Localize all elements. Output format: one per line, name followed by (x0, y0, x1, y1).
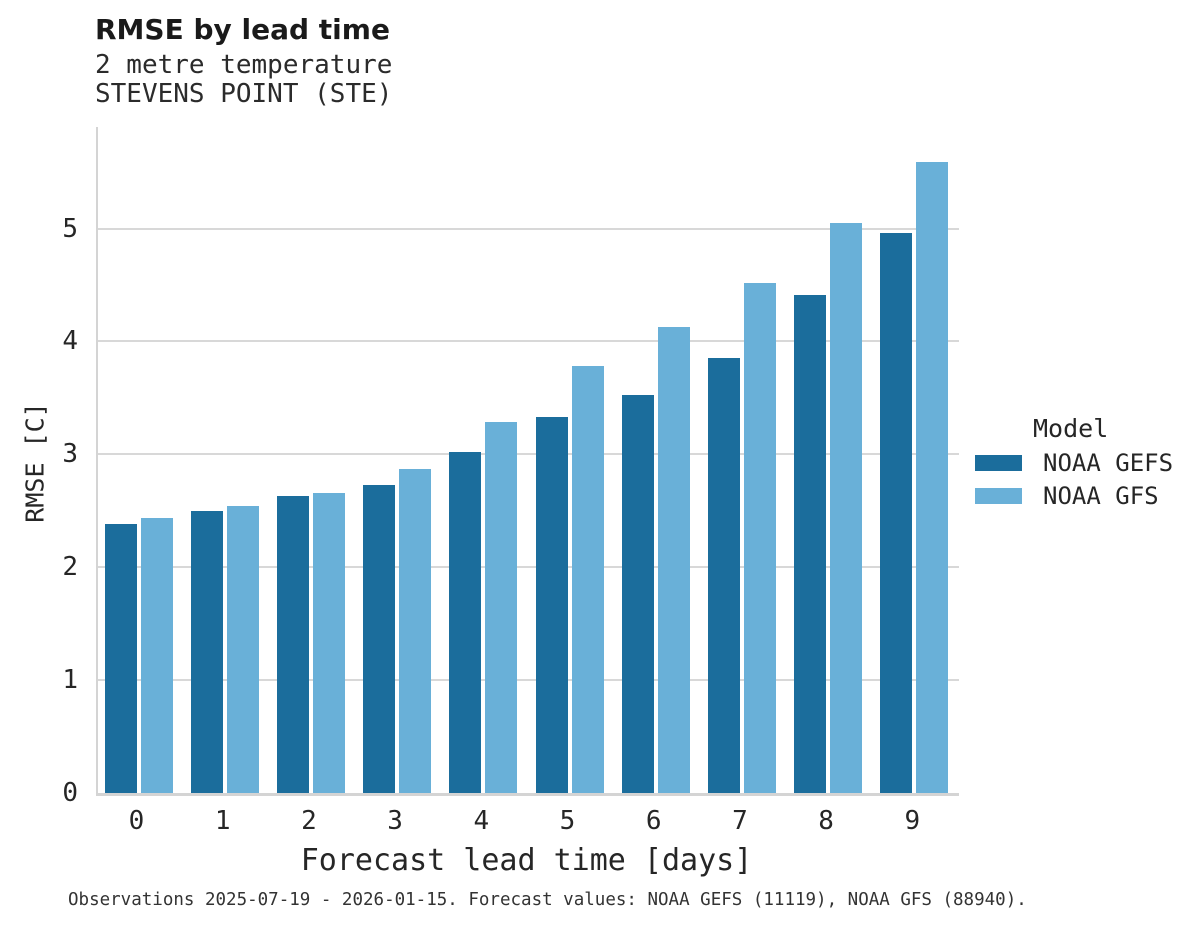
bar-noaa-gefs-lead-1 (190, 510, 223, 793)
legend-title: Model (1033, 414, 1109, 443)
bar-noaa-gfs-lead-1 (226, 506, 259, 793)
bar-noaa-gfs-lead-9 (916, 162, 949, 793)
y-tick-label-4: 4 (62, 326, 78, 357)
y-tick-label-2: 2 (62, 552, 78, 583)
bar-noaa-gfs-lead-8 (830, 222, 863, 793)
bar-noaa-gefs-lead-0 (104, 524, 137, 793)
bar-noaa-gfs-lead-4 (485, 421, 518, 793)
bar-noaa-gfs-lead-3 (399, 469, 432, 793)
x-tick-label-4: 4 (473, 806, 490, 836)
gridline-y-1 (98, 679, 959, 682)
bar-noaa-gefs-lead-3 (363, 484, 396, 793)
legend-label-noaa-gfs: NOAA GFS (1043, 482, 1159, 510)
bar-noaa-gfs-lead-7 (743, 282, 776, 793)
legend-label-noaa-gefs: NOAA GEFS (1043, 449, 1174, 477)
bar-noaa-gefs-lead-7 (707, 358, 740, 793)
bar-noaa-gefs-lead-8 (794, 295, 827, 793)
y-tick-label-1: 1 (62, 665, 78, 696)
bar-noaa-gefs-lead-9 (880, 233, 913, 793)
x-axis-title: Forecast lead time [days] (300, 843, 753, 878)
x-tick-label-8: 8 (818, 806, 834, 836)
x-tick-label-2: 2 (301, 806, 317, 836)
y-tick-label-0: 0 (62, 778, 78, 808)
x-tick-label-0: 0 (128, 806, 145, 836)
x-tick-label-3: 3 (387, 806, 403, 836)
legend-swatch-noaa-gefs (975, 455, 1022, 471)
x-tick-label-5: 5 (559, 806, 576, 836)
bar-noaa-gfs-lead-6 (657, 326, 690, 793)
y-tick-label-5: 5 (62, 213, 78, 244)
x-tick-label-6: 6 (645, 806, 662, 836)
bar-noaa-gfs-lead-2 (312, 492, 345, 793)
y-tick-label-3: 3 (62, 439, 78, 470)
x-tick-label-1: 1 (214, 806, 231, 836)
chart-subtitle-variable: 2 metre temperature (95, 50, 393, 80)
chart-subtitle-station: STEVENS POINT (STE) (95, 79, 393, 109)
bar-noaa-gfs-lead-5 (571, 366, 604, 793)
gridline-y-5 (98, 227, 959, 230)
gridline-y-4 (98, 340, 959, 343)
x-tick-label-7: 7 (732, 806, 748, 836)
legend-swatch-noaa-gfs (975, 488, 1022, 504)
gridline-y-3 (98, 453, 959, 456)
bar-noaa-gefs-lead-2 (276, 496, 309, 793)
bar-noaa-gefs-lead-6 (621, 394, 654, 793)
bar-noaa-gefs-lead-5 (535, 417, 568, 793)
footer-caption: Observations 2025-07-19 - 2026-01-15. Fo… (68, 890, 1027, 910)
bar-noaa-gfs-lead-0 (140, 517, 173, 793)
chart-title: RMSE by lead time (95, 13, 390, 46)
gridline-y-2 (98, 566, 959, 569)
x-tick-label-9: 9 (904, 806, 921, 836)
plot-area (96, 127, 959, 796)
bar-noaa-gefs-lead-4 (449, 452, 482, 793)
